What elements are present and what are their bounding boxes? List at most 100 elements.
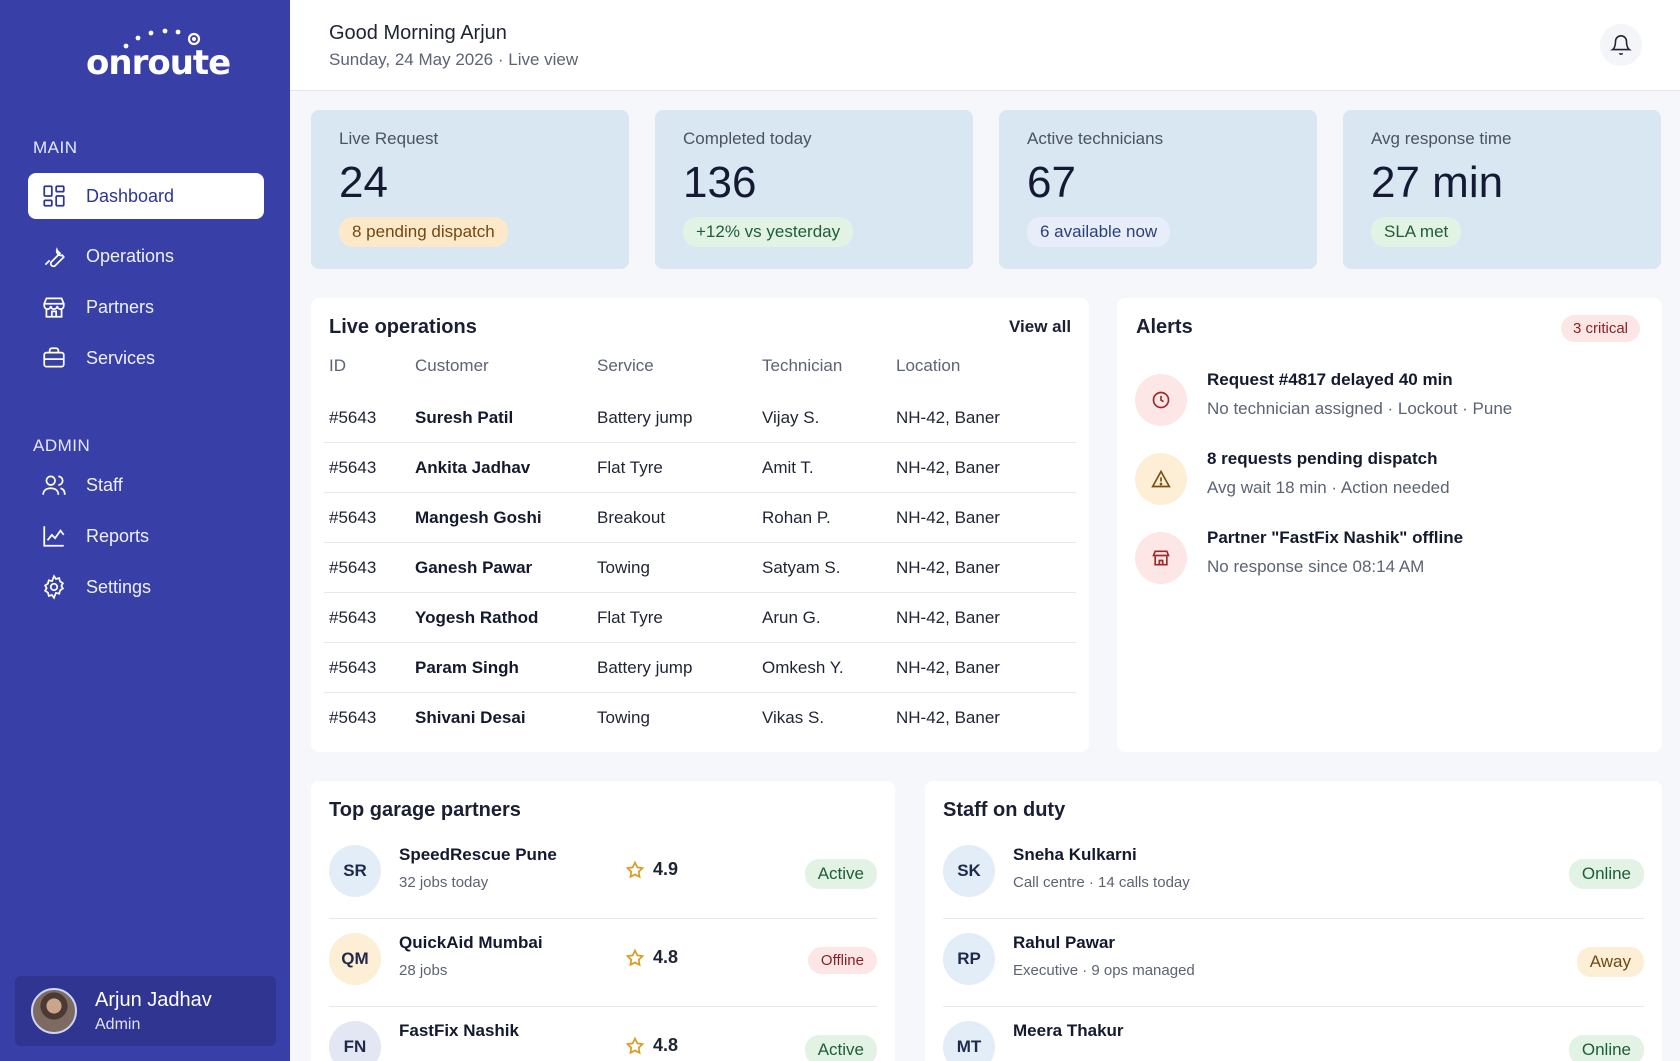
stat-pill: +12% vs yesterday bbox=[683, 217, 854, 247]
cell-id: #5643 bbox=[329, 608, 377, 627]
clock-icon bbox=[1135, 374, 1187, 426]
cell-id: #5643 bbox=[329, 558, 377, 577]
alert-title: Request #4817 delayed 40 min bbox=[1207, 370, 1453, 389]
nav-dashboard[interactable]: Dashboard bbox=[28, 173, 264, 219]
top-header: Good Morning Arjun Sunday, 24 May 2026 ·… bbox=[290, 0, 1680, 91]
cell-service: Towing bbox=[597, 708, 650, 727]
status-badge: Active bbox=[804, 1035, 877, 1061]
stat-pill: 6 available now bbox=[1027, 217, 1171, 247]
table-row[interactable]: #5643 Suresh Patil Battery jump Vijay S.… bbox=[324, 393, 1076, 443]
chart-icon bbox=[40, 522, 68, 550]
alert-title: 8 requests pending dispatch bbox=[1207, 449, 1438, 468]
staff-avatar: MT bbox=[943, 1021, 995, 1061]
alert-subtitle: No technician assigned · Lockout · Pune bbox=[1207, 399, 1513, 418]
alert-item[interactable]: Partner "FastFix Nashik" offline No resp… bbox=[1135, 528, 1655, 588]
alerts-title: Alerts bbox=[1136, 316, 1193, 338]
alert-item[interactable]: Request #4817 delayed 40 min No technici… bbox=[1135, 370, 1655, 430]
cell-technician: Rohan P. bbox=[762, 508, 831, 527]
alert-subtitle: No response since 08:14 AM bbox=[1207, 557, 1425, 576]
cell-location: NH-42, Baner bbox=[896, 608, 1000, 627]
critical-count-badge: 3 critical bbox=[1561, 315, 1641, 342]
notifications-button[interactable] bbox=[1600, 24, 1642, 66]
cell-customer: Mangesh Goshi bbox=[415, 508, 542, 527]
brand-name: onroute bbox=[86, 43, 231, 83]
partner-name: SpeedRescue Pune bbox=[399, 845, 557, 864]
user-name: Arjun Jadhav bbox=[95, 988, 212, 1011]
cell-location: NH-42, Baner bbox=[896, 658, 1000, 677]
table-row[interactable]: #5643 Yogesh Rathod Flat Tyre Arun G. NH… bbox=[324, 593, 1076, 643]
table-row[interactable]: #5643 Param Singh Battery jump Omkesh Y.… bbox=[324, 643, 1076, 693]
column-header-technician: Technician bbox=[762, 356, 843, 375]
nav-services[interactable]: Services bbox=[28, 335, 264, 381]
nav-operations[interactable]: Operations bbox=[28, 233, 264, 279]
live-operations-title: Live operations bbox=[329, 316, 477, 338]
cell-service: Flat Tyre bbox=[597, 458, 663, 477]
cell-location: NH-42, Baner bbox=[896, 558, 1000, 577]
star-icon bbox=[625, 1036, 645, 1054]
rating-value: 4.9 bbox=[653, 859, 679, 879]
cell-location: NH-42, Baner bbox=[896, 508, 1000, 527]
nav-staff[interactable]: Staff bbox=[28, 462, 264, 508]
partner-row[interactable]: QM QuickAid Mumbai 28 jobs 4.8 Offline bbox=[329, 919, 877, 1007]
warning-icon bbox=[1135, 453, 1187, 505]
nav-reports[interactable]: Reports bbox=[28, 513, 264, 559]
partner-subtitle: 32 jobs today bbox=[399, 874, 489, 891]
status-badge: Online bbox=[1568, 859, 1644, 889]
stat-label: Live Request bbox=[339, 129, 439, 148]
cell-technician: Omkesh Y. bbox=[762, 658, 844, 677]
cell-service: Towing bbox=[597, 558, 650, 577]
star-icon bbox=[625, 860, 645, 878]
cell-id: #5643 bbox=[329, 708, 377, 727]
table-row[interactable]: #5643 Ganesh Pawar Towing Satyam S. NH-4… bbox=[324, 543, 1076, 593]
cell-service: Battery jump bbox=[597, 408, 693, 427]
brand-logo[interactable]: onroute bbox=[86, 28, 231, 83]
bell-icon bbox=[1610, 35, 1632, 55]
column-header-service: Service bbox=[597, 356, 654, 375]
cell-id: #5643 bbox=[329, 508, 377, 527]
cell-service: Breakout bbox=[597, 508, 666, 527]
staff-row[interactable]: SK Sneha Kulkarni Call centre · 14 calls… bbox=[943, 831, 1644, 919]
cell-customer: Ankita Jadhav bbox=[415, 458, 531, 477]
staff-on-duty-title: Staff on duty bbox=[943, 799, 1066, 821]
stat-card-avg-response[interactable]: Avg response time 27 min SLA met bbox=[1343, 110, 1661, 269]
stat-card-active-technicians[interactable]: Active technicians 67 6 available now bbox=[999, 110, 1317, 269]
view-all-link[interactable]: View all bbox=[1009, 317, 1072, 336]
column-header-id: ID bbox=[329, 356, 346, 375]
table-row[interactable]: #5643 Mangesh Goshi Breakout Rohan P. NH… bbox=[324, 493, 1076, 543]
partner-row[interactable]: FN FastFix Nashik 4.8 Active bbox=[329, 1007, 877, 1061]
partner-name: QuickAid Mumbai bbox=[399, 933, 543, 952]
partner-row[interactable]: SR SpeedRescue Pune 32 jobs today 4.9 Ac… bbox=[329, 831, 877, 919]
partner-subtitle: 28 jobs bbox=[399, 962, 448, 979]
staff-subtitle: Executive · 9 ops managed bbox=[1013, 962, 1195, 979]
stat-value: 24 bbox=[339, 158, 388, 207]
greeting: Good Morning Arjun bbox=[329, 22, 507, 44]
cell-customer: Suresh Patil bbox=[415, 408, 514, 427]
partner-rating: 4.8 bbox=[625, 947, 678, 968]
stat-value: 67 bbox=[1027, 158, 1076, 207]
alert-subtitle: Avg wait 18 min · Action needed bbox=[1207, 478, 1450, 497]
stat-card-completed-today[interactable]: Completed today 136 +12% vs yesterday bbox=[655, 110, 973, 269]
admin-section-label: ADMIN bbox=[33, 436, 91, 455]
column-header-customer: Customer bbox=[415, 356, 489, 375]
partner-avatar: FN bbox=[329, 1021, 381, 1061]
stat-pill: 8 pending dispatch bbox=[339, 217, 508, 247]
user-profile-card[interactable]: Arjun Jadhav Admin bbox=[15, 976, 276, 1046]
alert-item[interactable]: 8 requests pending dispatch Avg wait 18 … bbox=[1135, 449, 1655, 509]
rating-value: 4.8 bbox=[653, 1035, 679, 1055]
status-badge: Offline bbox=[807, 947, 877, 974]
alerts-card bbox=[1117, 298, 1662, 752]
cell-technician: Amit T. bbox=[762, 458, 814, 477]
cell-technician: Satyam S. bbox=[762, 558, 841, 577]
cell-service: Battery jump bbox=[597, 658, 693, 677]
partner-rating: 4.8 bbox=[625, 1035, 678, 1056]
table-row[interactable]: #5643 Ankita Jadhav Flat Tyre Amit T. NH… bbox=[324, 443, 1076, 493]
nav-settings[interactable]: Settings bbox=[28, 564, 264, 610]
staff-row[interactable]: RP Rahul Pawar Executive · 9 ops managed… bbox=[943, 919, 1644, 1007]
cell-customer: Param Singh bbox=[415, 658, 519, 677]
cell-service: Flat Tyre bbox=[597, 608, 663, 627]
stat-label: Completed today bbox=[683, 129, 812, 148]
stat-card-live-request[interactable]: Live Request 24 8 pending dispatch bbox=[311, 110, 629, 269]
table-row[interactable]: #5643 Shivani Desai Towing Vikas S. NH-4… bbox=[324, 693, 1076, 743]
staff-row[interactable]: MT Meera Thakur Online bbox=[943, 1007, 1644, 1061]
nav-partners[interactable]: Partners bbox=[28, 284, 264, 330]
